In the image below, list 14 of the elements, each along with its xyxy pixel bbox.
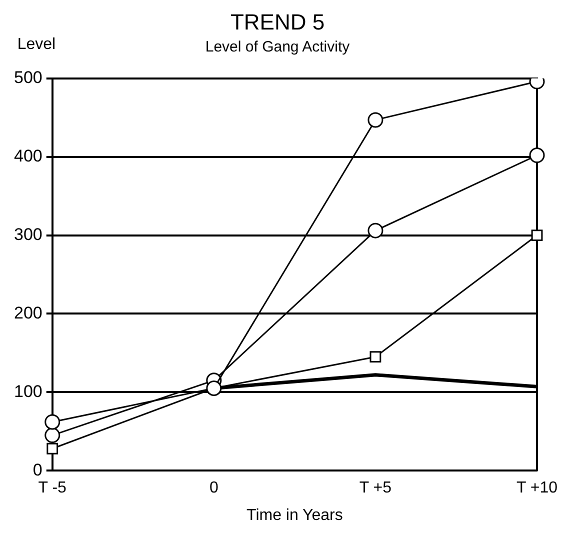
chart-title: TREND 5 (230, 9, 325, 34)
y-tick-label: 0 (32, 460, 42, 480)
y-tick-label: 400 (14, 146, 42, 166)
x-tick-label: T +5 (359, 480, 392, 497)
y-axis-title: Level (17, 36, 56, 53)
x-tick-label: 0 (209, 480, 218, 497)
x-tick-label: T -5 (38, 480, 67, 497)
y-tick-label: 500 (14, 68, 42, 88)
y-tick-label: 200 (14, 303, 42, 322)
y-tick-label: 100 (14, 382, 42, 401)
chart-subtitle: Level of Gang Activity (205, 38, 350, 56)
y-tick-label: 300 (14, 224, 42, 244)
x-tick-label: T +10 (516, 480, 558, 497)
x-axis-title: Time in Years (246, 506, 343, 524)
